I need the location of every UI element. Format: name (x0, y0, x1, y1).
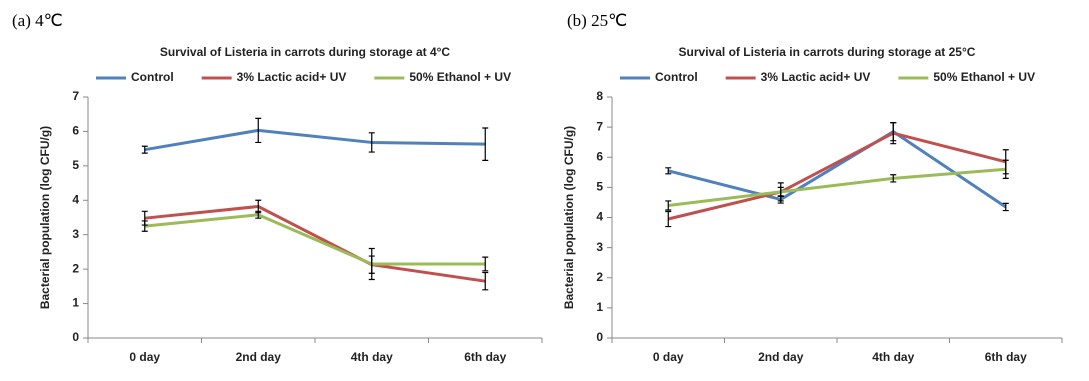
error-bar (890, 122, 897, 145)
x-tick-label: 4th day (872, 350, 914, 364)
chart-title: Survival of Listeria in carrots during s… (679, 45, 976, 59)
y-tick-label: 7 (72, 89, 79, 103)
error-bar (255, 117, 262, 144)
legend-label: Control (655, 70, 698, 84)
y-tick-label: 1 (596, 300, 603, 314)
legend-label: 3% Lactic acid+ UV (761, 70, 871, 84)
error-bar (665, 200, 672, 211)
y-tick-label: 2 (72, 261, 79, 275)
x-tick-label: 0 day (653, 350, 684, 364)
error-bar (890, 174, 897, 183)
x-tick-label: 2nd day (758, 350, 804, 364)
x-tick-label: 4th day (351, 350, 393, 364)
y-axis-label: Bacterial population (log CFU/g) (562, 126, 576, 309)
error-bar (1002, 202, 1009, 212)
y-tick-label: 3 (72, 227, 79, 241)
legend-label: 3% Lactic acid+ UV (237, 70, 347, 84)
legend-label: 50% Ethanol + UV (409, 70, 511, 84)
y-tick-label: 4 (596, 210, 603, 224)
y-tick-label: 7 (596, 119, 603, 133)
series-line (144, 204, 486, 283)
y-tick-label: 1 (72, 296, 79, 310)
error-bar (1002, 159, 1009, 179)
series-line (668, 167, 1006, 207)
y-tick-label: 3 (596, 240, 603, 254)
y-tick-label: 2 (596, 270, 603, 284)
error-bar (368, 247, 375, 281)
y-tick-label: 6 (596, 149, 603, 163)
legend-label: Control (131, 70, 174, 84)
y-tick-label: 8 (596, 89, 603, 103)
legend-label: 50% Ethanol + UV (933, 70, 1035, 84)
x-tick-label: 0 day (129, 350, 160, 364)
error-bar (255, 210, 262, 219)
y-tick-label: 5 (596, 180, 603, 194)
y-tick-label: 6 (72, 124, 79, 138)
y-axis-label: Bacterial population (log CFU/g) (38, 126, 52, 309)
error-bar (665, 210, 672, 228)
error-bar (665, 167, 672, 175)
error-bar (141, 145, 148, 154)
series-line (144, 213, 486, 266)
error-bar (368, 132, 375, 153)
panel-label: (a) 4℃ (12, 11, 63, 30)
y-tick-label: 4 (72, 192, 79, 206)
error-bar (482, 127, 489, 161)
error-bar (482, 256, 489, 272)
error-bar (141, 220, 148, 232)
y-tick-label: 0 (72, 330, 79, 344)
series-line (144, 128, 486, 152)
x-tick-label: 2nd day (236, 350, 282, 364)
error-bar (777, 186, 784, 198)
y-tick-label: 5 (72, 158, 79, 172)
chart-title: Survival of Listeria in carrots during s… (160, 45, 451, 59)
series-line (667, 131, 1007, 221)
error-bar (482, 271, 489, 291)
panel-label: (b) 25℃ (567, 11, 627, 30)
x-tick-label: 6th day (464, 350, 506, 364)
x-tick-label: 6th day (985, 350, 1027, 364)
y-tick-label: 0 (596, 330, 603, 344)
series-line (667, 130, 1007, 209)
